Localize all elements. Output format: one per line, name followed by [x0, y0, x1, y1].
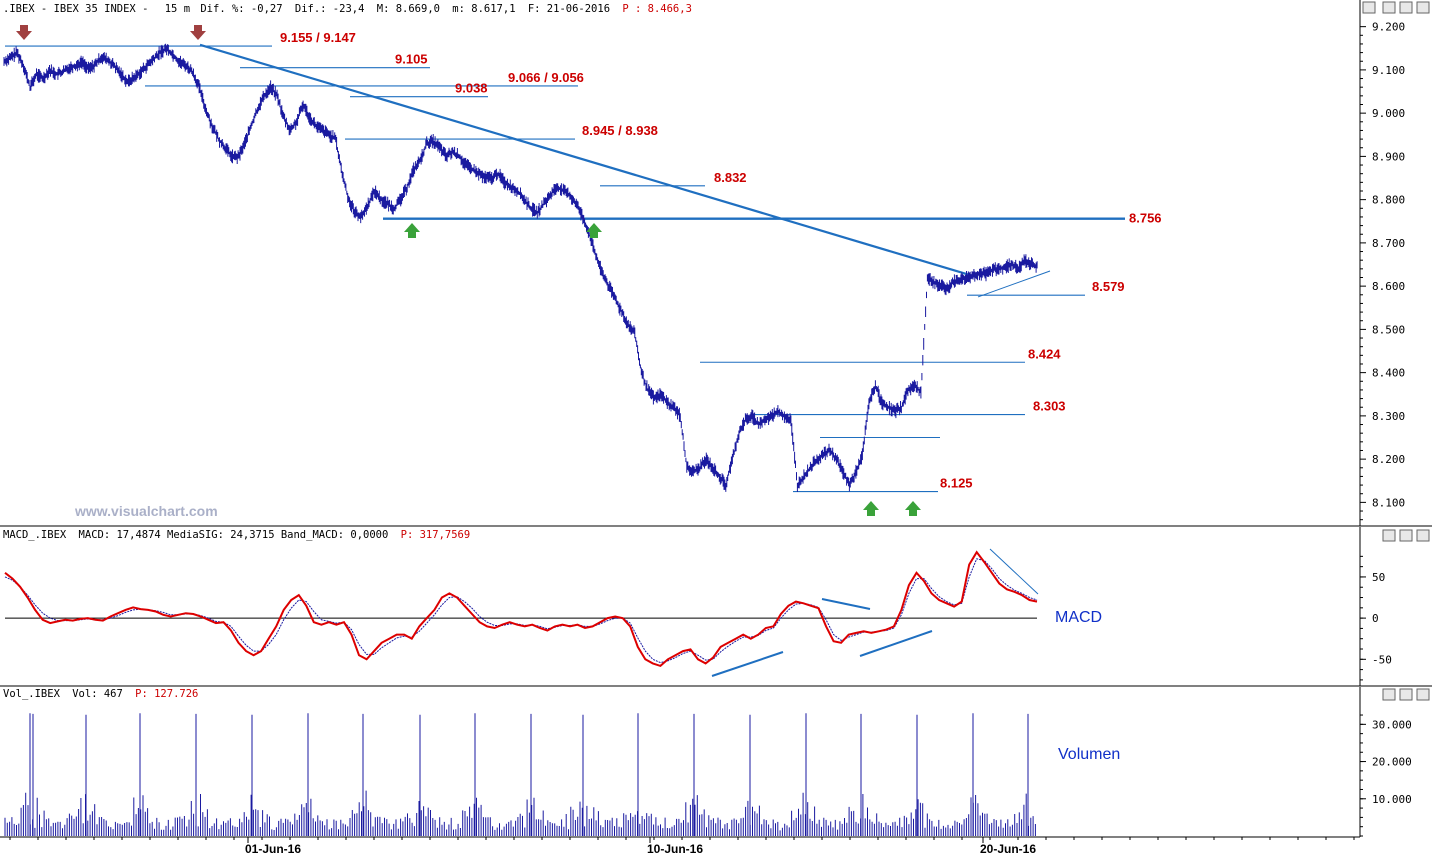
macd-axis: 50 0 -50 [5, 555, 1392, 681]
support-arrow-icon [863, 501, 879, 516]
date-label: 20-Jun-16 [980, 842, 1036, 856]
macd-divergence-line [821, 598, 871, 610]
macd-pane [0, 527, 1432, 687]
level-label: 8.125 [940, 476, 973, 491]
volume-bars [4, 713, 1036, 836]
level-label: 9.105 [395, 52, 428, 67]
volume-tick-label: 20.000 [1372, 756, 1412, 769]
price-tick-label: 8.300 [1372, 410, 1405, 423]
price-tick-label: 8.500 [1372, 323, 1405, 336]
price-tick-label: 8.700 [1372, 237, 1405, 250]
level-label: 8.945 / 8.938 [582, 123, 658, 138]
level-label: 8.303 [1033, 399, 1066, 414]
volume-tick-label: 10.000 [1372, 793, 1412, 806]
level-lines: 9.155 / 9.147 9.105 9.066 / 9.056 9.038 8.94… [5, 30, 1162, 493]
macd-pane-controls[interactable] [1382, 529, 1430, 542]
price-tick-label: 8.600 [1372, 280, 1405, 293]
rising-trendline [977, 270, 1051, 298]
resistance-arrow-icon [190, 25, 206, 40]
price-line [3, 43, 1038, 492]
price-series [3, 43, 1038, 492]
volume-pane [0, 687, 1361, 838]
support-arrow-icon [586, 223, 602, 238]
price-tick-label: 8.800 [1372, 194, 1405, 207]
price-tick-label: 8.100 [1372, 496, 1405, 509]
level-label: 9.038 [455, 81, 488, 96]
volume-header: Vol_.IBEX Vol: 467 P: 127.726 [3, 688, 198, 700]
volume-axis: 30.000 20.000 10.000 [1360, 714, 1412, 837]
macd-tick-label: -50 [1372, 653, 1392, 666]
support-arrow-icon [404, 223, 420, 238]
price-tick-label: 9.000 [1372, 107, 1405, 120]
price-tick-label: 8.900 [1372, 150, 1405, 163]
macd-signal-line [4, 558, 1038, 664]
volume-pane-controls[interactable] [1382, 688, 1430, 701]
level-label: 8.832 [714, 170, 747, 185]
level-label: 8.579 [1092, 279, 1125, 294]
descending-trendline [199, 43, 979, 279]
date-label: 10-Jun-16 [647, 842, 703, 856]
price-header: .IBEX - IBEX 35 INDEX - 15 m Dif. %: -0,… [3, 3, 692, 15]
macd-divergence-line [989, 548, 1039, 595]
volume-bar [4, 713, 1036, 836]
support-arrow-icon [905, 501, 921, 516]
price-tick-label: 8.200 [1372, 453, 1405, 466]
level-label: 8.424 [1028, 346, 1061, 361]
level-label: 9.155 / 9.147 [280, 30, 356, 45]
watermark: www.visualchart.com [74, 503, 218, 519]
resistance-arrow-icon [16, 25, 32, 40]
date-axis: 01-Jun-16 10-Jun-16 20-Jun-16 [9, 837, 1355, 856]
macd-header: MACD_.IBEX MACD: 17,4874 MediaSIG: 24,37… [3, 529, 470, 541]
price-pane [0, 0, 1432, 527]
volume-label: Volumen [1058, 746, 1120, 763]
price-tick-label: 8.400 [1372, 367, 1405, 380]
volume-tick-label: 30.000 [1372, 718, 1412, 731]
level-label: 9.066 / 9.056 [508, 70, 584, 85]
price-tick-label: 9.100 [1372, 64, 1405, 77]
signal-arrows [16, 25, 921, 516]
macd-line [4, 550, 1038, 668]
trendlines [199, 43, 1051, 298]
macd-tick-label: 0 [1372, 612, 1379, 625]
macd-divergence-line [859, 630, 933, 657]
date-label: 01-Jun-16 [245, 842, 301, 856]
price-pane-controls[interactable] [1362, 1, 1430, 14]
macd-label: MACD [1055, 609, 1102, 626]
macd-divergence-line [711, 651, 784, 677]
macd-tick-label: 50 [1372, 571, 1385, 584]
price-axis: 9.200 9.100 9.000 8.900 8.800 8.700 8.600 8.500… [1360, 21, 1405, 521]
price-tick-label: 9.200 [1372, 21, 1405, 34]
level-label: 8.756 [1129, 211, 1162, 226]
macd-series [4, 548, 1039, 677]
